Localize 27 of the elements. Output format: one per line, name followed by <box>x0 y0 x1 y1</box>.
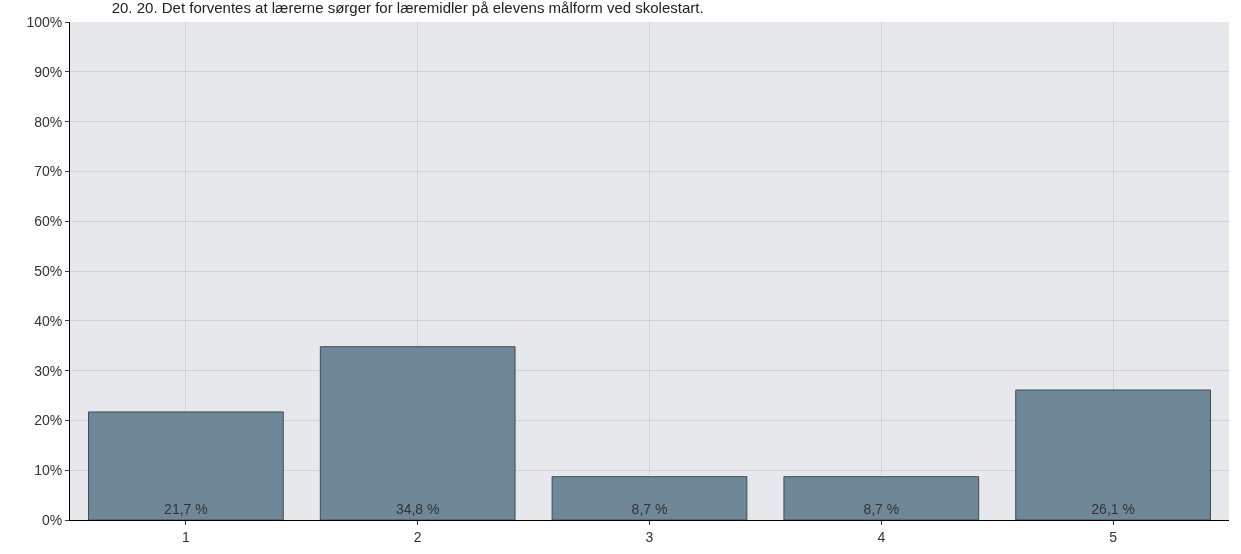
data-label: 8,7 % <box>631 501 668 517</box>
y-tick-label: 10% <box>34 462 63 479</box>
data-label: 8,7 % <box>863 501 900 517</box>
data-label: 26,1 % <box>1091 501 1135 517</box>
data-label: 34,8 % <box>395 501 440 517</box>
bar <box>783 476 980 520</box>
y-tick-label: 100% <box>26 13 63 30</box>
y-tick-label: 90% <box>34 63 63 80</box>
data-label: 21,7 % <box>164 501 208 517</box>
y-tick-label: 50% <box>34 262 63 279</box>
x-tick-label: 4 <box>877 528 886 545</box>
x-tick-label: 2 <box>413 528 422 545</box>
y-tick-label: 40% <box>34 312 63 329</box>
x-tick-label: 5 <box>1109 528 1118 545</box>
x-tick-label: 3 <box>645 528 654 545</box>
bar <box>551 476 748 520</box>
y-tick-label: 0% <box>41 511 63 528</box>
y-tick-label: 70% <box>34 163 63 180</box>
y-tick-label: 60% <box>34 213 63 230</box>
x-tick-label: 1 <box>182 528 190 545</box>
bar <box>1015 389 1211 520</box>
y-tick-label: 20% <box>34 412 63 429</box>
bar <box>319 346 516 520</box>
y-tick-label: 80% <box>34 113 63 130</box>
chart-title: 20. 20. Det forventes at lærerne sørger for læremidler på elevens målform ved skolestart. <box>111 0 704 17</box>
y-tick-label: 30% <box>34 362 63 379</box>
bar <box>88 411 284 520</box>
